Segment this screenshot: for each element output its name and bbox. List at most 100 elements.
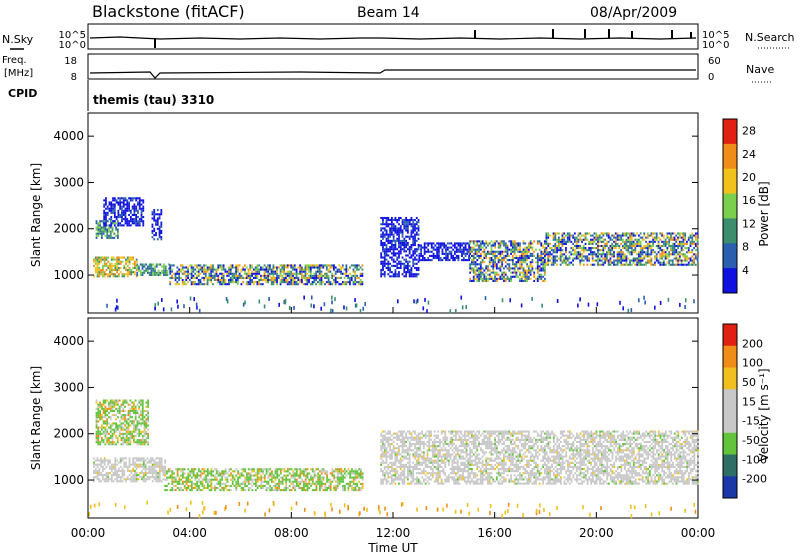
- data-cell: [148, 267, 151, 270]
- data-cell: [415, 223, 418, 226]
- data-cell: [180, 268, 182, 271]
- data-cell: [511, 246, 514, 249]
- data-cell: [137, 459, 140, 462]
- data-cell: [276, 476, 279, 479]
- data-cell: [469, 267, 472, 270]
- data-cell: [479, 246, 482, 249]
- data-cell: [591, 240, 594, 243]
- data-cell: [415, 227, 418, 230]
- data-cell: [268, 278, 271, 282]
- data-cell: [347, 268, 350, 271]
- data-cell: [686, 242, 688, 245]
- data-cell: [497, 250, 500, 253]
- data-cell: [547, 236, 550, 239]
- data-cell: [417, 225, 420, 228]
- data-cell: [286, 278, 289, 282]
- data-cell: [160, 211, 163, 214]
- data-cell: [247, 472, 250, 475]
- data-cell: [559, 240, 562, 243]
- data-cell: [581, 249, 583, 252]
- data-cell: [515, 261, 518, 264]
- data-cell: [187, 486, 190, 490]
- data-cell: [237, 484, 239, 487]
- data-cell: [385, 266, 388, 270]
- data-cell: [192, 470, 195, 473]
- data-cell: [158, 234, 161, 237]
- data-cell: [380, 271, 383, 274]
- data-cell: [115, 401, 117, 404]
- data-cell: [145, 269, 147, 272]
- data-cell: [251, 278, 253, 282]
- data-cell: [351, 489, 353, 492]
- data-cell: [620, 242, 623, 245]
- data-cell: [100, 416, 103, 419]
- data-cell: [107, 480, 110, 483]
- data-cell: [126, 275, 129, 278]
- data-cell: [600, 232, 603, 235]
- freq-unit-label: [MHz]: [4, 68, 33, 79]
- data-cell: [117, 197, 120, 200]
- data-cell: [414, 223, 416, 226]
- data-cell: [389, 235, 391, 238]
- freq-tick-top: 18: [64, 56, 77, 67]
- data-cell: [634, 259, 637, 262]
- data-cell: [549, 247, 551, 250]
- data-cell: [294, 489, 296, 492]
- data-cell: [139, 269, 142, 272]
- data-cell: [597, 259, 599, 262]
- data-cell: [107, 266, 110, 270]
- data-cell: [138, 432, 141, 435]
- data-cell: [128, 222, 130, 225]
- data-cell: [299, 486, 302, 490]
- data-cell: [134, 414, 137, 417]
- data-cell: [132, 439, 135, 442]
- data-cell: [646, 261, 649, 264]
- data-cell: [575, 240, 578, 243]
- data-cell: [632, 232, 635, 235]
- data-cell: [141, 403, 144, 406]
- data-cell: [114, 275, 117, 278]
- data-cell: [670, 234, 672, 237]
- data-cell: [145, 420, 148, 423]
- data-cell: [267, 272, 269, 275]
- data-cell: [554, 236, 557, 239]
- data-cell: [96, 264, 99, 267]
- data-cell: [469, 242, 472, 245]
- data-cell: [107, 471, 110, 475]
- data-cell: [506, 267, 509, 270]
- data-cell: [630, 251, 633, 254]
- data-cell: [102, 401, 105, 404]
- data-cell: [279, 489, 282, 492]
- data-cell: [677, 261, 679, 264]
- data-cell: [116, 256, 119, 259]
- data-cell: [398, 241, 400, 245]
- data-cell: [214, 486, 216, 490]
- data-cell: [101, 465, 104, 468]
- data-cell: [661, 249, 663, 252]
- data-cell: [490, 240, 493, 243]
- data-cell: [638, 259, 640, 262]
- data-cell: [122, 213, 125, 217]
- data-cell: [668, 253, 671, 256]
- data-cell: [105, 273, 108, 276]
- data-cell: [122, 426, 125, 429]
- data-cell: [107, 476, 110, 479]
- data-cell: [589, 240, 592, 243]
- data-cell: [645, 247, 647, 250]
- colorbar-tick-label: 4: [742, 264, 749, 277]
- data-cell: [176, 472, 179, 475]
- data-cell: [616, 238, 619, 241]
- data-cell: [520, 303, 523, 308]
- data-cell: [597, 257, 599, 260]
- data-cell: [308, 482, 311, 485]
- data-cell: [96, 465, 99, 468]
- data-cell: [538, 275, 541, 278]
- data-cell: [387, 269, 390, 272]
- data-cell: [128, 258, 131, 261]
- data-cell: [652, 251, 655, 254]
- data-cell: [403, 237, 406, 240]
- data-cell: [330, 308, 332, 313]
- data-cell: [173, 484, 175, 487]
- data-cell: [117, 224, 120, 227]
- data-cell: [541, 303, 543, 308]
